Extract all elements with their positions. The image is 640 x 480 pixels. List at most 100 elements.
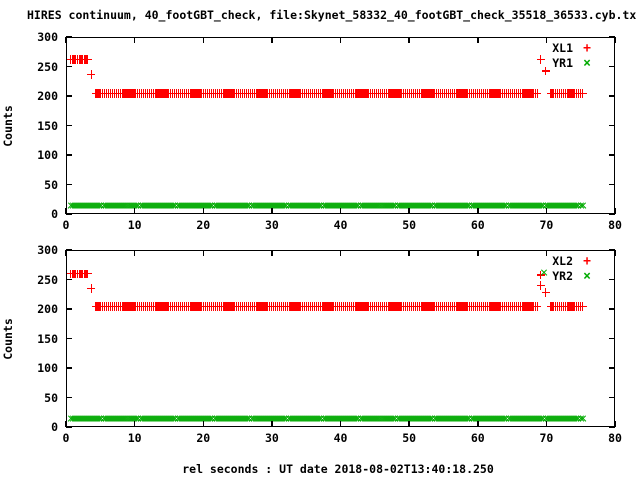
- y-tick-label: 0: [51, 420, 58, 434]
- y-tick-mark: [609, 124, 615, 127]
- plot-area: [66, 250, 615, 427]
- x-tick-mark: [339, 37, 342, 43]
- x-tick-mark: [271, 208, 273, 214]
- y-tick-label: 250: [37, 59, 58, 74]
- x-tick-mark: [339, 208, 342, 214]
- data-point-xl1: [578, 89, 587, 98]
- legend-symbol-plus-icon: +: [583, 41, 591, 56]
- y-tick-mark: [66, 249, 72, 251]
- x-tick-label: 60: [470, 218, 485, 232]
- y-tick-label: 0: [51, 207, 58, 221]
- x-tick-label: 0: [62, 431, 70, 445]
- x-tick-label: 20: [196, 431, 211, 445]
- x-tick-label: 80: [608, 218, 622, 232]
- chart-panel-1: 0 50 100 150 200 250 300 0 10 20 30 40 50 60 70 80 Count…: [1, 31, 622, 231]
- data-point-xl2: [533, 302, 542, 311]
- x-tick-mark: [477, 250, 479, 256]
- x-tick-label: 10: [127, 218, 142, 232]
- y-tick-mark: [609, 183, 615, 186]
- data-point-xl1: [536, 55, 545, 64]
- x-tick-mark: [133, 421, 136, 427]
- y-tick-mark: [66, 183, 72, 186]
- legend-label: XL1: [552, 41, 573, 55]
- legend-label: XL2: [552, 254, 573, 268]
- x-tick-mark: [477, 421, 479, 427]
- y-axis-label: Counts: [1, 317, 15, 360]
- legend-symbol-plus-icon: +: [583, 254, 591, 269]
- y-tick-label: 50: [44, 177, 58, 192]
- x-tick-label: 20: [196, 218, 211, 232]
- y-tick-label: 150: [37, 331, 58, 346]
- x-tick-mark: [408, 37, 410, 43]
- data-point-yr1: [582, 205, 583, 206]
- legend-item-yr1[interactable]: YR1 ×: [497, 56, 607, 71]
- x-tick-mark: [133, 250, 136, 256]
- y-tick-mark: [66, 124, 72, 127]
- y-tick-label: 300: [37, 243, 58, 257]
- x-tick-label: 40: [333, 431, 348, 445]
- x-axis-label: rel seconds : UT date 2018-08-02T13:40:1…: [182, 462, 494, 476]
- legend-item-xl1[interactable]: XL1 +: [497, 41, 607, 56]
- x-tick-mark: [339, 250, 342, 256]
- x-tick-mark: [202, 208, 205, 214]
- y-tick-mark: [609, 367, 615, 369]
- x-tick-label: 30: [264, 431, 279, 445]
- y-tick-mark: [609, 396, 615, 399]
- x-tick-mark: [408, 250, 410, 256]
- x-tick-mark: [545, 37, 548, 43]
- x-tick-label: 70: [539, 218, 554, 232]
- y-tick-mark: [609, 36, 615, 38]
- y-tick-label: 100: [37, 148, 58, 162]
- x-tick-mark: [133, 37, 136, 43]
- y-tick-mark: [66, 426, 72, 428]
- y-tick-label: 100: [37, 361, 58, 375]
- data-point-yr2: [582, 418, 583, 419]
- x-tick-mark: [65, 250, 67, 256]
- x-tick-mark: [545, 421, 548, 427]
- data-point-xl2: [536, 281, 545, 290]
- data-point-xl1: [83, 55, 92, 64]
- y-tick-mark: [66, 95, 72, 97]
- data-point-xl1: [87, 70, 96, 79]
- y-tick-mark: [609, 95, 615, 97]
- y-tick-mark: [66, 308, 72, 310]
- legend-label: YR1: [552, 56, 573, 70]
- y-tick-mark: [609, 337, 615, 340]
- y-tick-mark: [66, 367, 72, 369]
- legend-item-xl2[interactable]: XL2 +: [497, 254, 607, 269]
- y-tick-mark: [609, 308, 615, 310]
- y-tick-mark: [66, 337, 72, 340]
- y-tick-mark: [609, 65, 615, 68]
- legend-item-yr2[interactable]: YR2 ×: [497, 269, 607, 284]
- data-point-xl2: [578, 302, 587, 311]
- y-tick-mark: [609, 154, 615, 156]
- page-title: HIRES continuum, 40_footGBT_check, file:…: [27, 8, 637, 22]
- data-point-xl2: [541, 288, 550, 297]
- x-tick-mark: [477, 208, 479, 214]
- x-tick-label: 70: [539, 431, 554, 445]
- y-tick-mark: [66, 213, 72, 215]
- legend-label: YR2: [552, 269, 573, 283]
- y-tick-mark: [66, 65, 72, 68]
- x-tick-mark: [408, 421, 410, 427]
- y-tick-mark: [66, 36, 72, 38]
- x-tick-label: 80: [608, 431, 622, 445]
- y-tick-mark: [609, 249, 615, 251]
- y-tick-label: 300: [37, 30, 58, 44]
- x-tick-mark: [65, 208, 67, 214]
- y-tick-label: 150: [37, 118, 58, 133]
- y-tick-label: 200: [37, 89, 58, 103]
- y-tick-mark: [609, 213, 615, 215]
- y-tick-label: 200: [37, 302, 58, 316]
- x-tick-mark: [408, 208, 410, 214]
- x-tick-label: 50: [402, 431, 417, 445]
- x-tick-mark: [545, 208, 548, 214]
- x-tick-label: 40: [333, 218, 348, 232]
- x-tick-label: 30: [264, 218, 279, 232]
- data-point-xl1: [533, 89, 542, 98]
- x-tick-mark: [271, 37, 273, 43]
- y-tick-mark: [609, 278, 615, 281]
- x-tick-mark: [65, 37, 67, 43]
- plot-area: [66, 37, 615, 214]
- x-tick-mark: [133, 208, 136, 214]
